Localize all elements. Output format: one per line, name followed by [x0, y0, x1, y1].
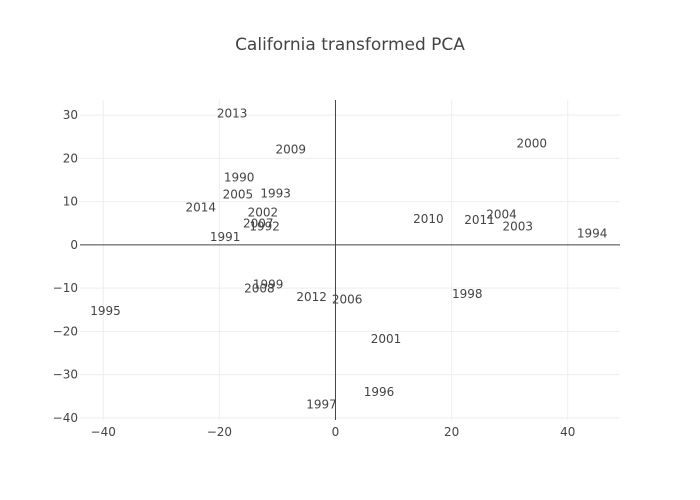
y-tick-label: 0 — [70, 238, 78, 252]
point-label-2009: 2009 — [276, 143, 307, 157]
point-label-2001: 2001 — [371, 332, 402, 346]
point-label-1993: 1993 — [260, 186, 291, 200]
grid — [80, 100, 620, 420]
point-label-2014: 2014 — [186, 201, 217, 215]
y-tick-label: −40 — [53, 411, 78, 425]
point-label-2011: 2011 — [464, 213, 495, 227]
point-label-2004: 2004 — [486, 208, 517, 222]
point-label-1998: 1998 — [452, 287, 483, 301]
x-tick-label: 0 — [332, 425, 340, 439]
point-label-1999: 1999 — [253, 278, 284, 292]
point-label-2007: 2007 — [243, 217, 274, 231]
x-tick-label: −20 — [207, 425, 232, 439]
point-label-2005: 2005 — [223, 188, 254, 202]
point-label-1992: 1992 — [249, 220, 280, 234]
point-label-2006: 2006 — [332, 292, 363, 306]
point-label-2000: 2000 — [516, 137, 547, 151]
point-label-1997: 1997 — [306, 397, 337, 411]
y-tick-label: −30 — [53, 368, 78, 382]
y-tick-label: −20 — [53, 324, 78, 338]
x-tick-label: 40 — [560, 425, 575, 439]
tick-labels: −40 −20 0 20 40 −40 −30 −20 −10 0 10 20 30 — [53, 108, 576, 439]
point-label-1990: 1990 — [224, 170, 255, 184]
point-label-1991: 1991 — [210, 230, 241, 244]
point-label-2010: 2010 — [413, 212, 444, 226]
point-label-1994: 1994 — [577, 227, 608, 241]
y-tick-label: 10 — [63, 195, 78, 209]
point-label-2002: 2002 — [248, 205, 279, 219]
x-tick-label: 20 — [444, 425, 459, 439]
x-tick-label: −40 — [91, 425, 116, 439]
point-label-2003: 2003 — [503, 220, 534, 234]
zero-axes — [80, 100, 620, 420]
point-label-2008: 2008 — [244, 282, 275, 296]
chart-title: California transformed PCA — [235, 35, 465, 55]
y-tick-label: 30 — [63, 108, 78, 122]
point-label-1995: 1995 — [90, 304, 121, 318]
point-label-1996: 1996 — [364, 385, 395, 399]
y-tick-label: −10 — [53, 281, 78, 295]
point-label-2013: 2013 — [217, 106, 248, 120]
data-points: 1990 1991 1992 1993 1994 1995 1996 1997 1998 1999… — [90, 106, 607, 411]
y-tick-label: 20 — [63, 151, 78, 165]
point-label-2012: 2012 — [296, 290, 327, 304]
